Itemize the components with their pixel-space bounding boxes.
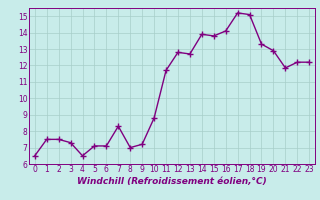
- X-axis label: Windchill (Refroidissement éolien,°C): Windchill (Refroidissement éolien,°C): [77, 177, 267, 186]
